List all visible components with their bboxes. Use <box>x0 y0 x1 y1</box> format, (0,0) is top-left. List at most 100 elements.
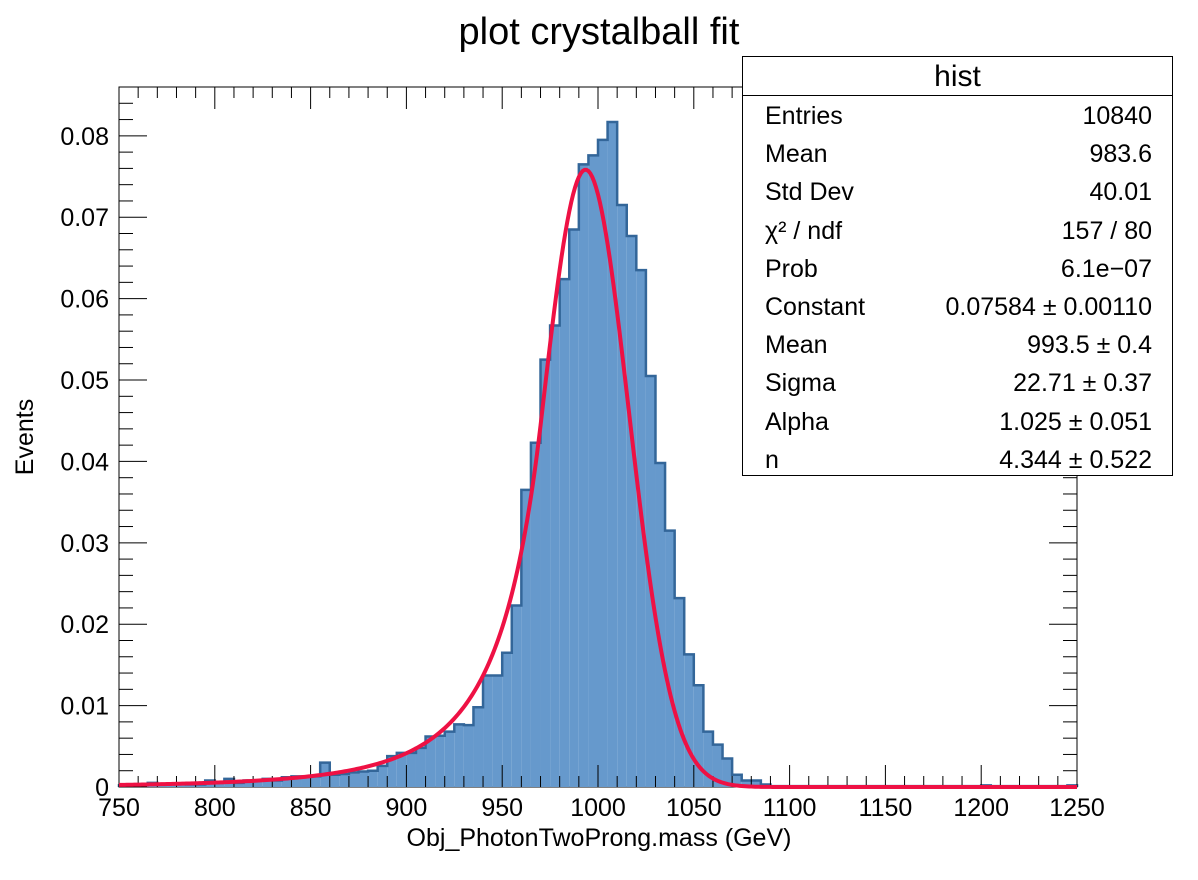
x-tick-label: 1200 <box>953 794 1009 822</box>
histogram-bar <box>530 442 541 787</box>
y-tick-label: 0.04 <box>60 448 109 476</box>
stats-value: 6.1e−07 <box>1060 254 1152 283</box>
y-tick-label: 0 <box>95 774 109 802</box>
histogram-bar <box>310 776 321 787</box>
histogram-bar <box>415 747 426 787</box>
y-tick-label: 0.08 <box>60 123 109 151</box>
stats-value: 0.07584 ± 0.00110 <box>945 293 1153 321</box>
stats-label: Alpha <box>765 407 829 436</box>
y-tick-label: 0.06 <box>60 286 109 314</box>
histogram-bar <box>617 205 627 787</box>
histogram-bar <box>272 780 282 787</box>
y-tick-label: 0.02 <box>60 611 109 639</box>
stats-row: Constant 0.07584 ± 0.00110 <box>765 288 1152 326</box>
stats-value: 10840 <box>1082 102 1152 130</box>
stats-label: Mean <box>765 140 828 169</box>
histogram-bar <box>291 776 302 787</box>
x-tick-label: 1000 <box>570 794 626 822</box>
stats-box: hist Entries 10840 Mean 983.6 Std Dev 40.01 χ²… <box>742 56 1173 476</box>
histogram-bar <box>626 235 637 787</box>
y-axis-label: Events <box>11 399 39 475</box>
histogram-bar <box>693 685 704 787</box>
histogram-bar <box>722 758 733 787</box>
histogram-bar <box>406 752 416 787</box>
stats-row: Std Dev 40.01 <box>765 173 1152 211</box>
histogram-bar <box>425 736 436 787</box>
x-tick-label: 1050 <box>666 794 722 822</box>
histogram-bar <box>435 735 445 787</box>
histogram-bar <box>233 782 244 787</box>
stats-label: χ² / ndf <box>765 216 843 245</box>
stats-value: 4.344 ± 0.522 <box>999 445 1152 474</box>
chart-title: plot crystalball fit <box>459 11 740 53</box>
histogram-bar <box>368 770 378 787</box>
stats-label: n <box>765 445 779 474</box>
histogram-bar <box>463 725 474 787</box>
histogram-bar <box>214 782 225 787</box>
stats-value: 993.5 ± 0.4 <box>1027 331 1152 360</box>
stats-label: Entries <box>765 102 843 130</box>
histogram-bar <box>492 675 503 787</box>
x-tick-label: 800 <box>194 794 236 822</box>
stats-row: Alpha 1.025 ± 0.051 <box>765 403 1152 441</box>
y-tick-label: 0.05 <box>60 367 109 395</box>
histogram-bar <box>665 530 675 787</box>
x-tick-label: 950 <box>481 794 523 822</box>
histogram-bar <box>473 707 484 787</box>
histogram-bar <box>339 773 349 787</box>
x-tick-labels: 750 800 850 900 950 1000 1050 1100 1150 1200 1250 <box>98 794 1105 822</box>
stats-row: χ² / ndf 157 / 80 <box>765 212 1152 250</box>
stats-label: Prob <box>765 254 818 283</box>
histogram-bar <box>741 780 752 787</box>
histogram-bar <box>674 598 685 787</box>
stats-value: 157 / 80 <box>1061 216 1152 245</box>
histogram-bar <box>253 780 263 787</box>
x-tick-label: 1250 <box>1049 794 1105 822</box>
histogram-bar <box>301 776 311 787</box>
stats-value: 1.025 ± 0.051 <box>999 407 1152 436</box>
histogram-bar <box>684 654 694 787</box>
stats-box-title: hist <box>743 57 1172 96</box>
histogram-bar <box>387 756 397 787</box>
stats-value: 40.01 <box>1089 178 1152 207</box>
histogram-bar <box>588 155 598 788</box>
stats-row: Mean 993.5 ± 0.4 <box>765 326 1152 364</box>
x-tick-label: 1100 <box>763 794 817 822</box>
x-tick-label: 850 <box>290 794 332 822</box>
histogram-bar <box>559 279 570 787</box>
histogram-bar <box>578 164 589 788</box>
histogram-bar <box>732 774 742 787</box>
histogram-bar <box>483 675 493 787</box>
histogram-bar <box>454 724 464 787</box>
histogram-bar <box>540 359 551 787</box>
stats-value: 22.71 ± 0.37 <box>1013 369 1152 398</box>
stats-row: Mean 983.6 <box>765 135 1152 173</box>
histogram-bar <box>358 771 369 787</box>
fit-curve <box>118 167 1077 789</box>
x-tick-label: 900 <box>386 794 428 822</box>
histogram-bar <box>281 777 292 787</box>
histogram-bar <box>511 605 522 787</box>
stats-label: Constant <box>765 293 866 321</box>
x-axis-label: Obj_PhotonTwoProng.mass (GeV) <box>407 824 792 852</box>
histogram-bar <box>607 122 618 787</box>
histogram-bar <box>444 731 455 787</box>
histogram-bar <box>703 731 713 787</box>
histogram-bar <box>243 780 254 787</box>
y-tick-label: 0.07 <box>60 204 109 232</box>
stats-row: Prob 6.1e−07 <box>765 250 1152 288</box>
stats-row: n 4.344 ± 0.522 <box>765 441 1152 479</box>
histogram-bar <box>377 765 388 787</box>
histogram-bar <box>262 778 273 787</box>
histogram-bar <box>521 489 531 787</box>
histogram-bar <box>751 780 761 787</box>
histogram-bar <box>550 325 560 787</box>
y-tick-labels: 0 0.01 0.02 0.03 0.04 0.05 0.06 0.07 0.08 <box>60 123 109 802</box>
stats-value: 983.6 <box>1089 140 1152 169</box>
stats-label: Std Dev <box>765 178 854 207</box>
x-tick-label: 750 <box>98 794 140 822</box>
histogram-bar <box>598 139 608 787</box>
stats-row: Sigma 22.71 ± 0.37 <box>765 364 1152 402</box>
histogram-bar <box>712 744 723 787</box>
